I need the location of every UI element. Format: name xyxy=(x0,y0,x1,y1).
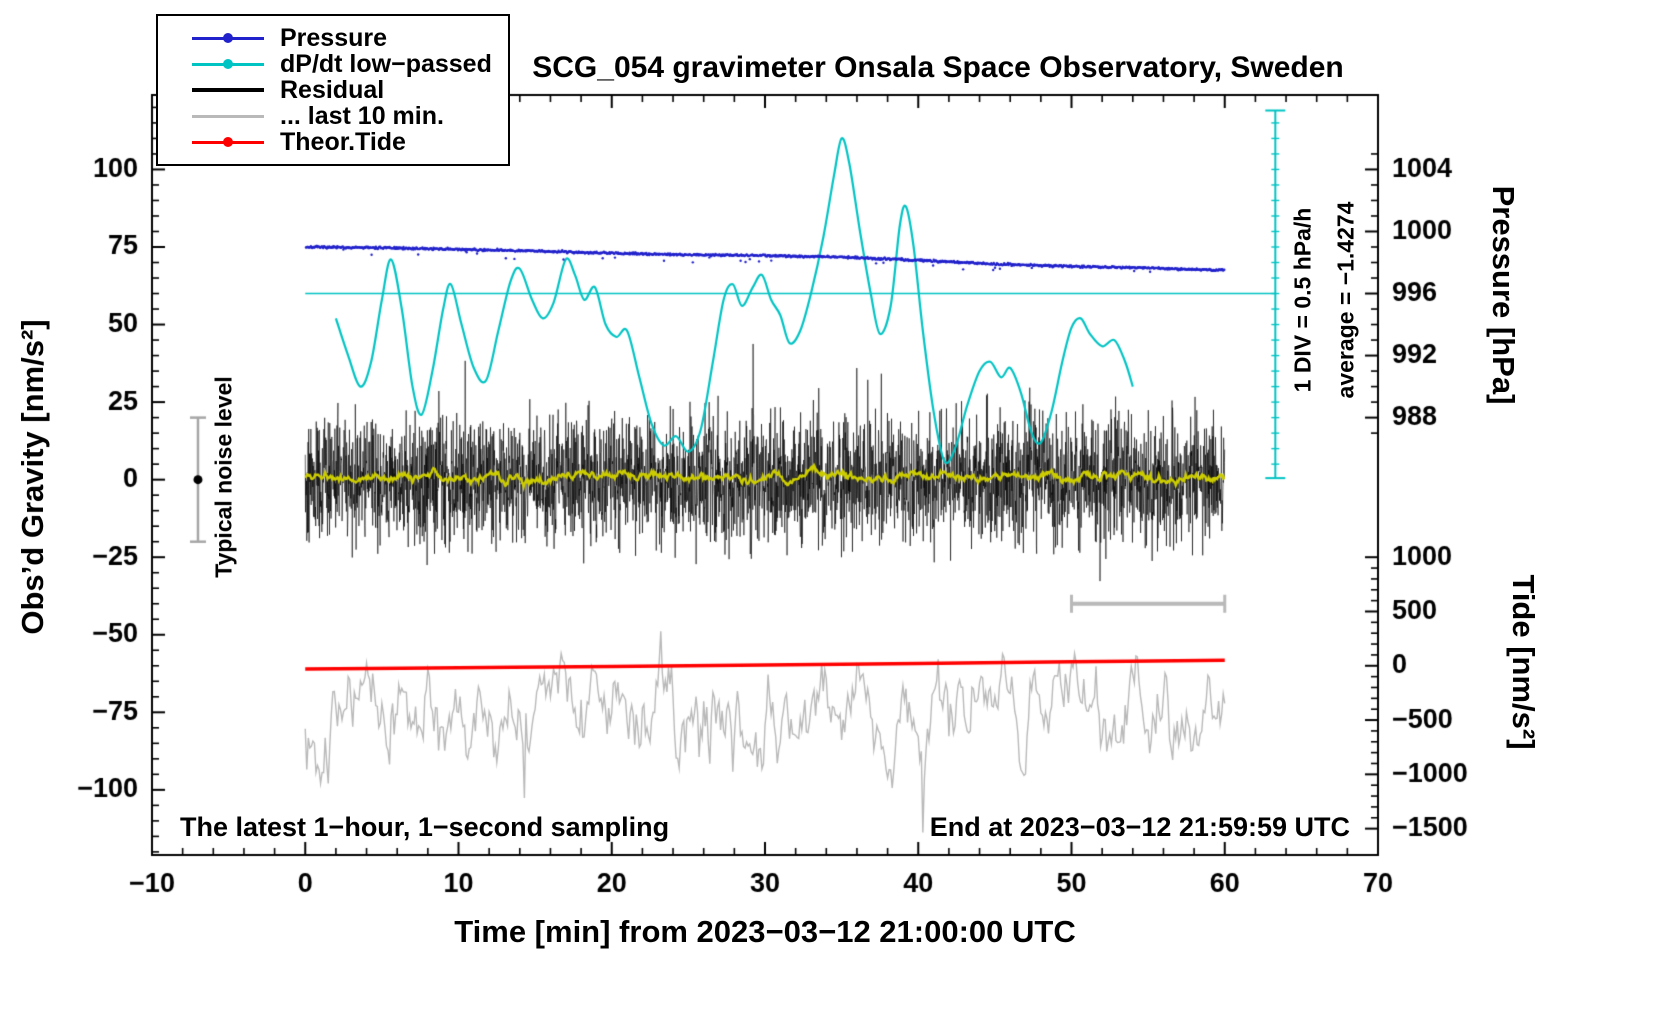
legend-item-label: dP/dt low−passed xyxy=(280,49,492,78)
sampling-note: The latest 1−hour, 1−second sampling xyxy=(180,812,670,842)
x-axis-label-time: Time [min] from 2023−03−12 21:00:00 UTC xyxy=(454,914,1076,949)
y-axis-label-gravity: Obs’d Gravity [nm/s²] xyxy=(15,319,50,635)
end-time-note: End at 2023−03−12 21:59:59 UTC xyxy=(929,812,1350,842)
typical-noise-level-label: Typical noise level xyxy=(210,376,237,578)
legend-dot-sample xyxy=(223,59,233,69)
legend-item-label: Residual xyxy=(280,75,385,104)
legend-item-residual: Residual xyxy=(158,75,508,104)
legend: Pressure dP/dt low−passed Residual ... l… xyxy=(156,14,510,166)
div-scale-annotation: 1 DIV = 0.5 hPa/h xyxy=(1289,207,1316,393)
legend-dot-sample xyxy=(223,33,233,43)
legend-swatch xyxy=(192,57,264,71)
legend-item-pressure: Pressure xyxy=(158,23,508,52)
legend-item-dpdt: dP/dt low−passed xyxy=(158,49,508,78)
y-axis-label-pressure: Pressure [hPa] xyxy=(1486,185,1521,405)
legend-item-last10min: ... last 10 min. xyxy=(158,101,508,130)
legend-line-sample xyxy=(192,115,264,118)
legend-dot-sample xyxy=(223,137,233,147)
chart-title: SCG_054 gravimeter Onsala Space Observat… xyxy=(532,51,1344,84)
legend-swatch xyxy=(192,109,264,123)
legend-item-theortide: Theor.Tide xyxy=(158,127,508,156)
legend-line-sample xyxy=(192,88,264,92)
average-annotation: average = −1.4274 xyxy=(1332,201,1359,399)
legend-item-label: Theor.Tide xyxy=(280,127,406,156)
legend-swatch xyxy=(192,83,264,97)
legend-swatch xyxy=(192,31,264,45)
y-axis-label-tide: Tide [nm/s²] xyxy=(1506,574,1541,750)
legend-swatch xyxy=(192,135,264,149)
legend-item-label: Pressure xyxy=(280,23,388,52)
legend-item-label: ... last 10 min. xyxy=(280,101,444,130)
